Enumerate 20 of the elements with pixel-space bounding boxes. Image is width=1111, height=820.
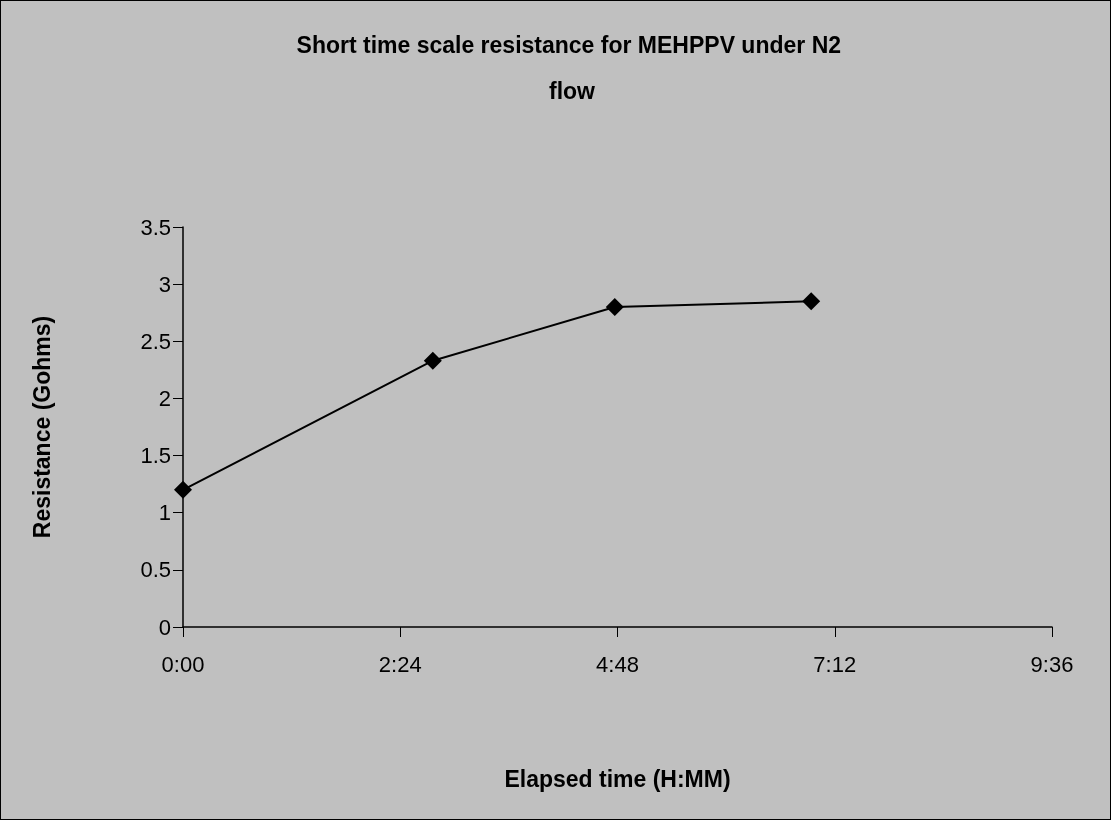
y-axis-title: Resistance (Gohms) [28,315,55,539]
chart-title: Short time scale resistance for MEHPPV under N2 flow [296,32,848,104]
y-tick-label: 2.5 [140,328,171,354]
y-tick-label: 1 [158,500,171,526]
y-tick-label: 3 [158,271,171,297]
point [802,292,821,311]
x-tick-label: 0:00 [161,651,205,677]
y-tick-label: 1.5 [140,443,171,469]
x-axis-title: Elapsed time (H:MM) [504,765,731,792]
x-tick-label: 4:48 [596,651,639,677]
x-tick-label: 2:24 [378,651,422,677]
y-tick-label: 0.5 [140,557,171,583]
point [605,298,624,316]
x-tick-label: 7:12 [813,651,857,677]
point [423,351,442,370]
y-tick-label: 2 [158,385,171,411]
y-tick-label: 0 [158,614,171,640]
point [174,480,192,499]
x-tick-label: 9:36 [1030,651,1074,677]
y-tick-label: 3.5 [140,214,171,240]
